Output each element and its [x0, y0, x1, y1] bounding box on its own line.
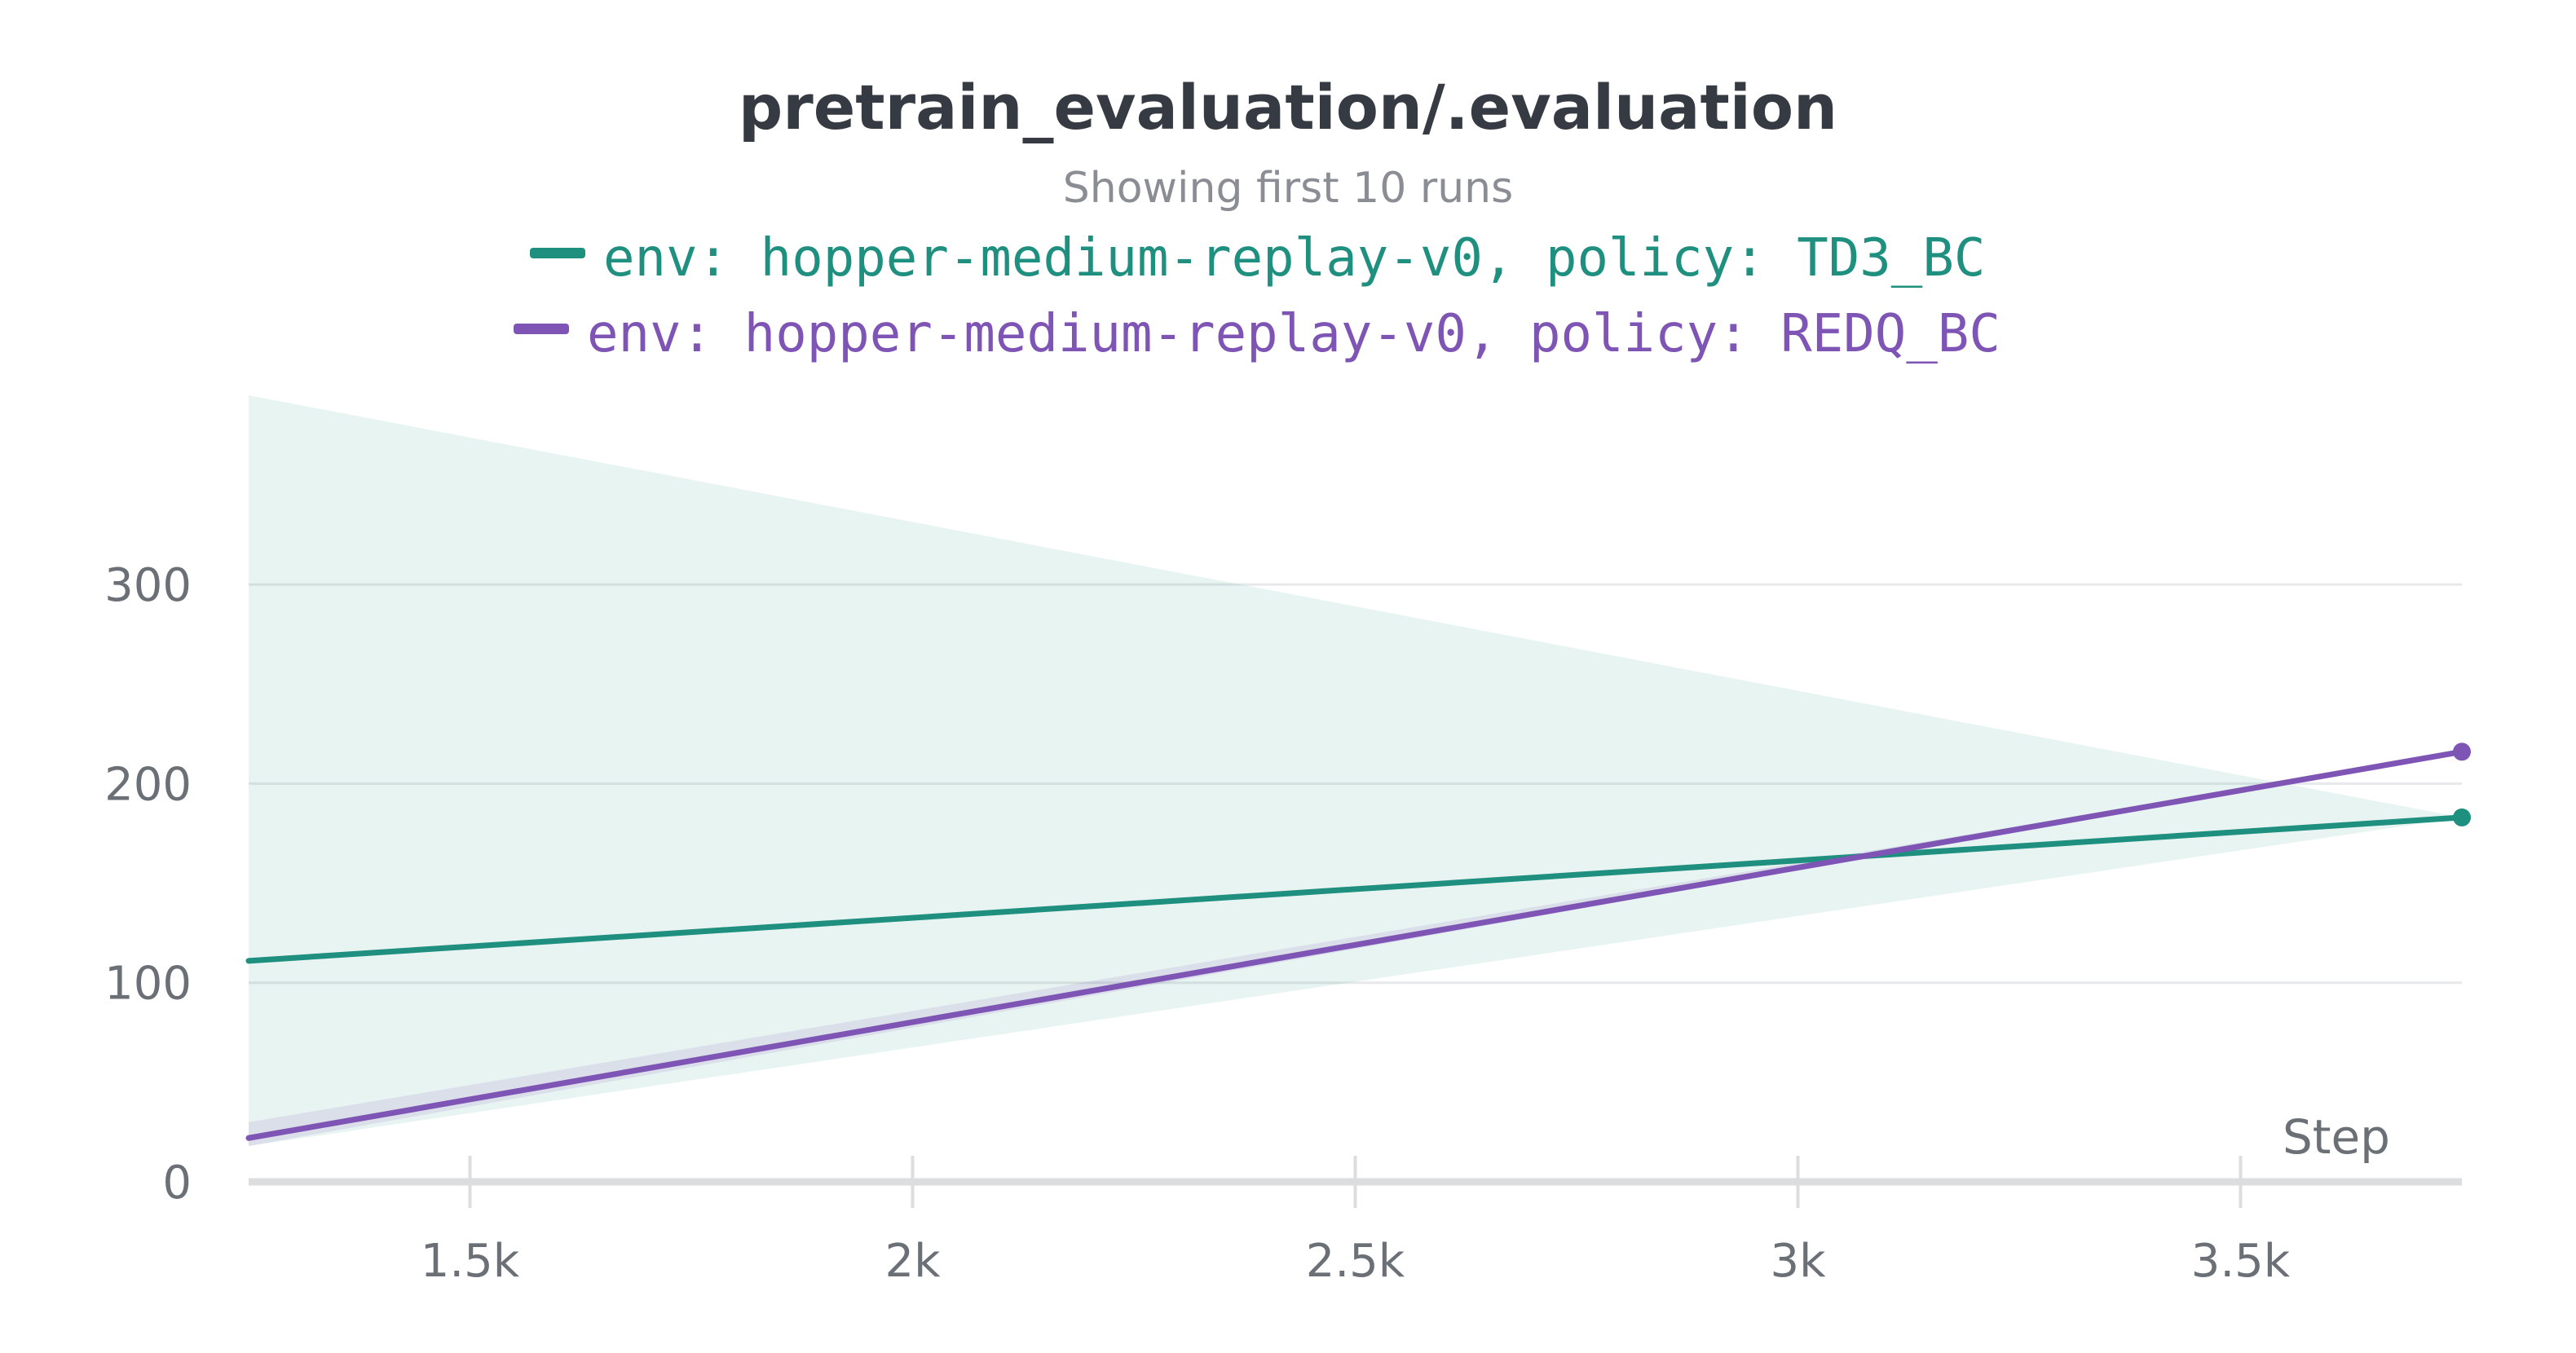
confidence-bands [249, 395, 2462, 1147]
series-line-td3-bc [245, 814, 2465, 964]
chart-subtitle: Showing first 10 runs [1063, 164, 1513, 213]
legend-label-td3-bc: env: hopper-medium-replay-v0, policy: TD… [603, 228, 1985, 289]
legend-item-redq-bc[interactable]: env: hopper-medium-replay-v0, policy: RE… [514, 304, 2000, 364]
y-tick-label-100: 100 [104, 958, 192, 1011]
chart-title: pretrain_evaluation/.evaluation [739, 71, 1837, 143]
y-tick-label-300: 300 [104, 559, 192, 612]
x-tick-label-3k: 3k [1770, 1235, 1826, 1288]
y-axis: 0 100 200 300 [104, 559, 192, 1210]
x-axis-label: Step [2283, 1109, 2390, 1165]
x-axis: 1.5k 2k 2.5k 3k 3.5k [249, 1156, 2462, 1288]
series-lines [245, 743, 2471, 1141]
legend-label-redq-bc: env: hopper-medium-replay-v0, policy: RE… [587, 304, 2000, 364]
x-tick-label-1.5k: 1.5k [421, 1235, 520, 1288]
series-line-redq-bc [245, 748, 2465, 1141]
series-endpoint-td3-bc [2453, 808, 2471, 826]
band-td3-bc [249, 395, 2462, 1147]
legend-swatch-td3-bc [530, 248, 585, 258]
x-tick-label-2.5k: 2.5k [1306, 1235, 1405, 1288]
chart-legend: env: hopper-medium-replay-v0, policy: TD… [514, 228, 2000, 364]
gridlines [249, 583, 2462, 985]
x-tick-label-2k: 2k [884, 1235, 941, 1288]
legend-swatch-redq-bc [514, 324, 569, 334]
y-tick-label-200: 200 [104, 758, 192, 811]
legend-item-td3-bc[interactable]: env: hopper-medium-replay-v0, policy: TD… [530, 228, 1985, 289]
x-tick-label-3.5k: 3.5k [2191, 1235, 2291, 1288]
y-tick-label-0: 0 [162, 1157, 192, 1210]
series-endpoint-redq-bc [2453, 743, 2471, 761]
